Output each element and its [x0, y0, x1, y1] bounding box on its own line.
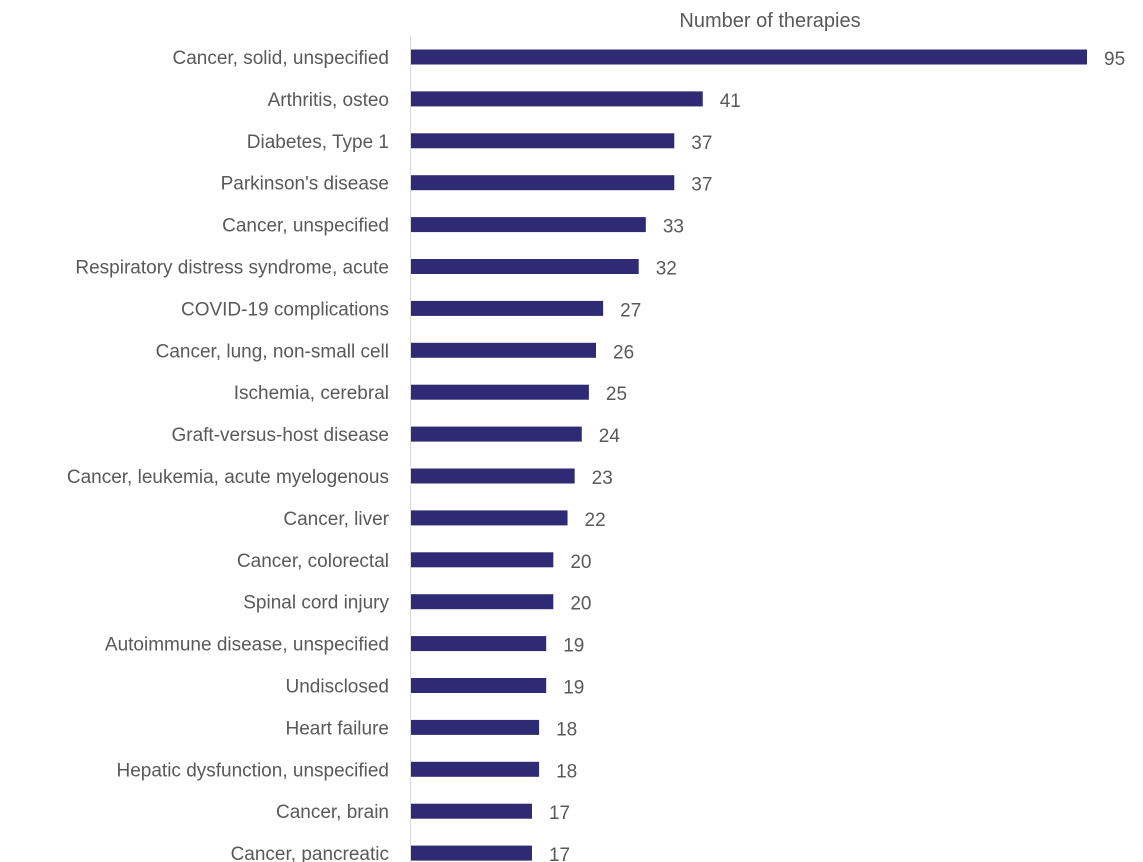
category-label: Autoimmune disease, unspecified — [105, 635, 389, 656]
data-label: 23 — [592, 468, 613, 489]
data-label: 19 — [563, 678, 584, 699]
category-label: Arthritis, osteo — [268, 90, 389, 111]
data-label: 18 — [556, 761, 577, 782]
category-label: Cancer, lung, non-small cell — [156, 341, 389, 362]
category-label: Graft-versus-host disease — [171, 425, 389, 446]
data-label: 37 — [691, 175, 712, 196]
bar — [411, 678, 546, 693]
bar — [411, 301, 603, 316]
category-label: Undisclosed — [286, 677, 390, 698]
data-label: 95 — [1104, 49, 1125, 70]
bar — [411, 720, 539, 735]
x-axis-title: Number of therapies — [679, 10, 860, 32]
category-label: Cancer, leukemia, acute myelogenous — [67, 467, 389, 488]
bar — [411, 636, 546, 651]
bar — [411, 804, 532, 819]
data-label: 25 — [606, 384, 627, 405]
data-label: 19 — [563, 636, 584, 657]
category-label: Respiratory distress syndrome, acute — [75, 258, 389, 279]
data-label: 32 — [656, 259, 677, 280]
category-label: COVID-19 complications — [181, 299, 389, 320]
category-label: Cancer, liver — [283, 509, 389, 530]
category-label: Spinal cord injury — [243, 593, 389, 614]
category-label: Ischemia, cerebral — [234, 383, 389, 404]
category-label: Cancer, pancreatic — [231, 844, 389, 862]
data-label: 41 — [720, 91, 741, 112]
bar — [411, 762, 539, 777]
bar — [411, 594, 553, 609]
data-label: 17 — [549, 803, 570, 824]
bar — [411, 175, 674, 190]
bar — [411, 385, 589, 400]
category-label: Heart failure — [286, 718, 390, 739]
data-label: 26 — [613, 342, 634, 363]
category-label: Parkinson's disease — [221, 174, 389, 195]
data-label: 18 — [556, 719, 577, 740]
bar — [411, 427, 582, 442]
data-label: 17 — [549, 845, 570, 862]
data-label: 20 — [570, 552, 591, 573]
data-label: 22 — [585, 510, 606, 531]
data-label: 20 — [570, 594, 591, 615]
category-label: Cancer, brain — [276, 802, 389, 823]
bar — [411, 91, 703, 106]
data-label: 37 — [691, 133, 712, 154]
category-label: Cancer, unspecified — [222, 216, 389, 237]
data-label: 33 — [663, 217, 684, 238]
bar — [411, 259, 639, 274]
bar — [411, 50, 1087, 65]
category-label: Hepatic dysfunction, unspecified — [117, 760, 390, 781]
category-label: Cancer, solid, unspecified — [172, 48, 389, 69]
bar — [411, 133, 674, 148]
bar — [411, 217, 646, 232]
category-label: Diabetes, Type 1 — [247, 132, 389, 153]
data-label: 27 — [620, 300, 641, 321]
bar — [411, 846, 532, 861]
bar — [411, 510, 568, 525]
bar — [411, 469, 575, 484]
data-label: 24 — [599, 426, 621, 447]
bar — [411, 552, 553, 567]
category-label: Cancer, colorectal — [237, 551, 389, 572]
bars-layer: Cancer, solid, unspecified 95 Arthritis, o… — [67, 48, 1125, 862]
bar — [411, 343, 596, 358]
